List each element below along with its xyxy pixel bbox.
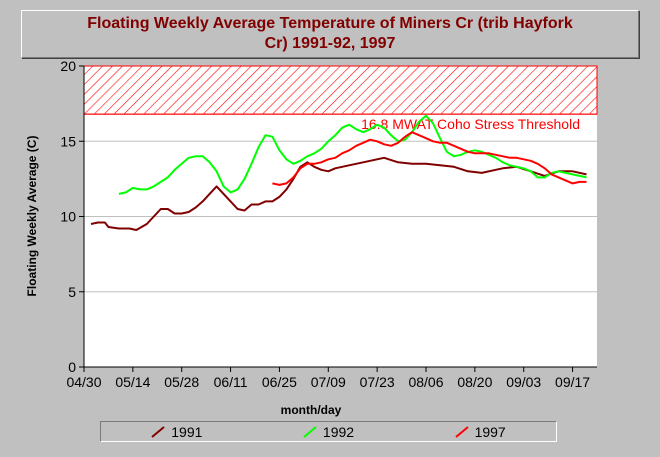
x-tick-label: 05/14 [115, 374, 150, 390]
legend-label-1992: 1992 [322, 423, 355, 440]
legend-swatch-1991 [151, 425, 165, 438]
series-line-1991 [90, 156, 587, 231]
y-axis-label: Floating Weekly Average (C) [25, 136, 39, 297]
legend-swatch-1997 [454, 425, 469, 438]
y-tick-label: 20 [60, 58, 76, 74]
x-tick-label: 07/09 [311, 374, 346, 390]
y-tick-label: 10 [60, 209, 76, 225]
legend-label-1991: 1991 [171, 423, 203, 440]
chart-title-box: Floating Weekly Average Temperature of M… [21, 10, 639, 58]
x-tick-label: 06/25 [262, 374, 297, 390]
legend-label-1997: 1997 [474, 423, 506, 440]
x-tick-label: 05/28 [164, 374, 199, 390]
x-tick-label: 07/23 [360, 374, 395, 390]
chart-title-line-1: Floating Weekly Average Temperature of M… [87, 15, 573, 32]
x-axis-label: month/day [281, 403, 342, 417]
legend-swatch-1992 [303, 425, 317, 438]
x-tick-label: 08/06 [408, 374, 443, 390]
series-line-1997 [272, 131, 587, 186]
y-tick-label: 15 [60, 133, 76, 149]
chart-title-line-2: Cr) 1991-92, 1997 [264, 35, 396, 52]
x-tick-label: 08/20 [457, 374, 492, 390]
threshold-band [83, 65, 598, 115]
legend-item-1997: 1997 [454, 423, 506, 440]
threshold-label: 16.8 MWAT Coho Stress Threshold [361, 116, 580, 132]
legend-item-1992: 1992 [303, 424, 354, 440]
y-tick-label: 5 [68, 284, 76, 300]
x-tick-label: 09/03 [506, 374, 541, 390]
x-tick-label: 09/17 [555, 374, 590, 390]
y-tick-label: 0 [68, 359, 76, 375]
legend: 1991 1992 1997 [100, 421, 557, 442]
series-line-1992 [118, 114, 587, 195]
x-tick-label: 06/11 [214, 374, 248, 390]
x-tick-label: 04/30 [66, 374, 101, 390]
legend-item-1991: 1991 [151, 424, 202, 440]
